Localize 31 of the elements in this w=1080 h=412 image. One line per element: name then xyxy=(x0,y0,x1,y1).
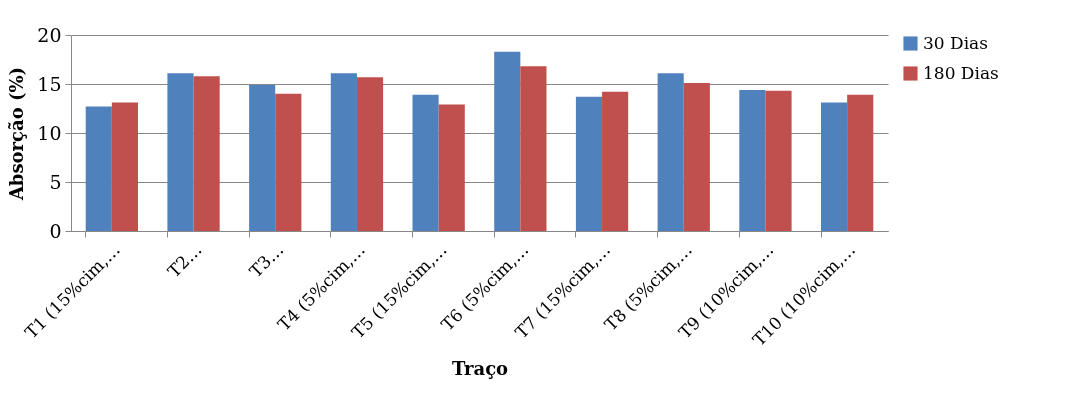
bar xyxy=(85,106,112,231)
y-tick-label: 5 xyxy=(49,170,62,193)
y-tick-label: 15 xyxy=(37,72,62,95)
bar xyxy=(111,102,138,231)
bar xyxy=(657,73,684,231)
bar xyxy=(275,93,302,231)
bar xyxy=(330,73,357,231)
x-axis-title: Traço xyxy=(451,358,509,380)
bar xyxy=(765,90,792,231)
bar xyxy=(438,104,465,231)
y-tick-label: 20 xyxy=(37,23,62,46)
bar xyxy=(356,77,384,231)
legend-label: 30 Dias xyxy=(923,32,988,53)
bar xyxy=(249,84,276,231)
y-tick-label: 10 xyxy=(37,121,62,144)
y-axis-title: Absorção (%) xyxy=(6,66,28,202)
x-tick-label: T2… xyxy=(163,239,206,282)
bar xyxy=(412,94,439,231)
bar xyxy=(575,96,603,231)
y-tick-label: 0 xyxy=(49,219,62,242)
bar xyxy=(167,73,194,231)
bar xyxy=(821,102,848,231)
bar xyxy=(602,91,629,231)
bar xyxy=(494,51,521,231)
bar xyxy=(739,89,766,231)
bar xyxy=(683,83,710,231)
x-tick-label: T3… xyxy=(245,239,288,282)
bar xyxy=(193,76,220,231)
bar xyxy=(520,66,547,231)
legend-label: 180 Dias xyxy=(923,62,999,83)
bar xyxy=(847,94,874,231)
